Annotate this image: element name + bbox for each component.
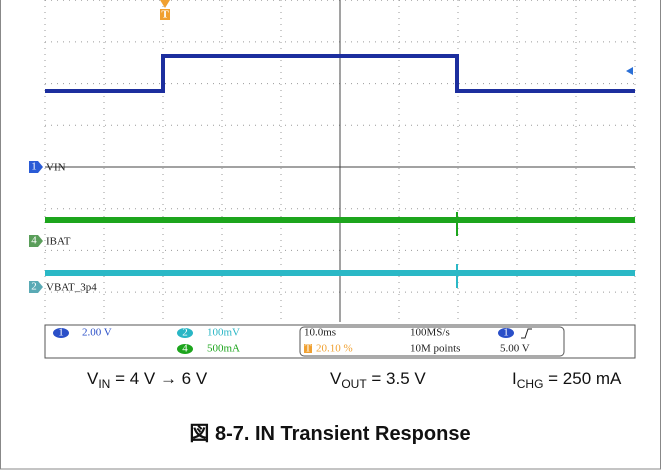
symbol: V [87,369,99,388]
record-length: 10M points [410,343,460,355]
ch-label: VBAT_3p4 [46,282,97,294]
ch-number: 2 [31,281,37,293]
ch-badge [498,328,514,338]
condition: VOUT = 3.5 V [330,369,426,391]
condition: ICHG = 250 mA [512,369,622,391]
edge-icon [521,328,532,339]
ch-label: IBAT [46,236,71,248]
ch-number: 4 [31,235,37,247]
subscript: IN [98,377,110,391]
trigger-level-arrow [626,67,633,75]
ch-marker [29,281,43,293]
symbol: V [330,369,342,388]
ch-marker [29,235,43,247]
ch-badge-number: 1 [58,327,64,339]
ch-marker [29,161,43,173]
trigger-pos-letter: T [305,343,312,355]
condition: VIN = 4 V → 6 V [87,369,208,391]
readout-panel [44,324,636,359]
ch-scale: 500mA [207,343,240,355]
timebase: 10.0ms [304,327,336,339]
ch-badge-number: 1 [503,327,509,339]
ch-scale: 100mV [207,327,240,339]
ch-badge-number: 4 [182,343,188,355]
subscript: OUT [341,377,367,391]
trigger-badge [160,9,170,20]
condition-text: = 250 mA [543,369,622,388]
subscript: CHG [517,377,544,391]
ch-badge [177,344,193,354]
trigger-level: 5.00 V [500,343,530,355]
ch-badge-number: 2 [182,327,188,339]
trigger-arrow [160,0,170,8]
symbol: I [512,369,517,388]
trigger-pos-badge [304,344,312,353]
ch-number: 1 [31,161,37,173]
condition-text: = 4 V → 6 V [110,369,208,388]
ch-label: VIN [46,162,66,174]
sample-rate: 100MS/s [410,327,450,339]
vin-trace [45,54,635,93]
caption: 図 8-7. IN Transient Response [189,423,470,445]
timebase-box [299,326,565,357]
condition-text: = 3.5 V [367,369,427,388]
trigger-position: 20.10 % [316,343,353,355]
ch-badge [53,328,69,338]
trigger-letter: T [161,9,169,21]
ch-scale: 2.00 V [82,327,112,339]
ch-badge [177,328,193,338]
